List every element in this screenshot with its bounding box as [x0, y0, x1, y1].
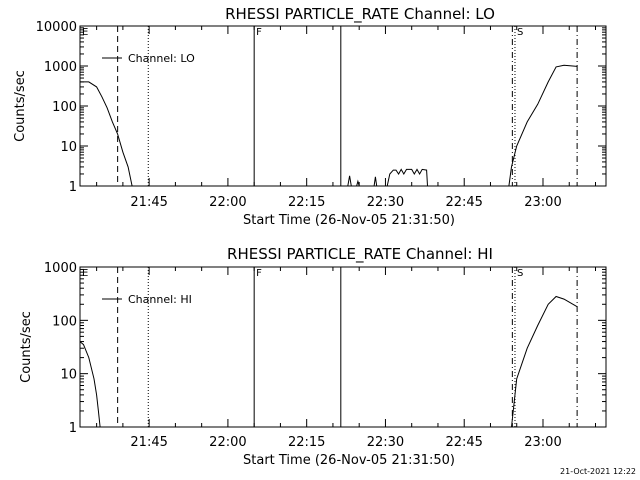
chart-title: RHESSI PARTICLE_RATE Channel: LO [225, 5, 495, 24]
series-line-segment [79, 341, 101, 428]
event-marker-label: S [517, 27, 523, 38]
x-tick-label: 22:15 [288, 435, 325, 450]
series-line-segment [347, 175, 352, 187]
event-marker-label: S [517, 268, 523, 279]
event-marker-label: F [256, 268, 262, 279]
series-line-segment [373, 176, 378, 187]
event-marker-label: F [256, 27, 262, 38]
series-line-segment [386, 168, 428, 187]
y-tick-label: 1000 [44, 60, 77, 75]
footer-timestamp: 21-Oct-2021 12:22 [560, 467, 636, 476]
x-tick-label: 22:00 [209, 435, 246, 450]
x-tick-label: 21:45 [130, 195, 167, 210]
chart-title: RHESSI PARTICLE_RATE Channel: HI [227, 245, 493, 264]
y-axis-label: Counts/sec [13, 70, 28, 142]
y-tick-label: 1000 [44, 261, 77, 276]
x-tick-label: 22:30 [367, 435, 404, 450]
x-tick-label: 23:00 [524, 195, 561, 210]
x-axis-label: Start Time (26-Nov-05 21:31:50) [243, 453, 455, 468]
y-tick-label: 100 [52, 314, 77, 329]
legend: Channel: LO [102, 52, 195, 65]
x-tick-label: 22:00 [209, 195, 246, 210]
series-line-segment [511, 295, 578, 428]
series-line-segment [80, 81, 133, 187]
x-tick-label: 21:45 [130, 435, 167, 450]
plot-frame [79, 266, 607, 428]
legend-label: Channel: LO [128, 52, 195, 65]
y-tick-label: 10000 [36, 20, 77, 35]
y-tick-label: 10 [60, 140, 77, 155]
x-axis-label: Start Time (26-Nov-05 21:31:50) [243, 213, 455, 228]
event-marker-label: E [82, 27, 88, 38]
legend: Channel: HI [102, 293, 192, 306]
series-line-segment [356, 179, 360, 187]
x-tick-label: 22:15 [288, 195, 325, 210]
x-tick-label: 22:30 [367, 195, 404, 210]
chart-panel-1: RHESSI PARTICLE_RATE Channel: LO 1 10 100 10… [13, 5, 607, 228]
chart-panel-2: RHESSI PARTICLE_RATE Channel: HI 1 10 100 10… [19, 245, 607, 468]
event-marker-label: E [82, 268, 88, 279]
x-tick-label: 23:00 [524, 435, 561, 450]
legend-label: Channel: HI [128, 293, 192, 306]
y-tick-label: 100 [52, 100, 77, 115]
x-tick-label: 22:45 [445, 435, 482, 450]
y-tick-label: 1 [69, 180, 77, 195]
y-tick-label: 1 [69, 421, 77, 436]
y-tick-label: 10 [60, 368, 77, 383]
plot-frame [79, 25, 607, 187]
y-axis-label: Counts/sec [19, 311, 34, 383]
x-tick-label: 22:45 [445, 195, 482, 210]
series-line-segment [508, 64, 578, 187]
